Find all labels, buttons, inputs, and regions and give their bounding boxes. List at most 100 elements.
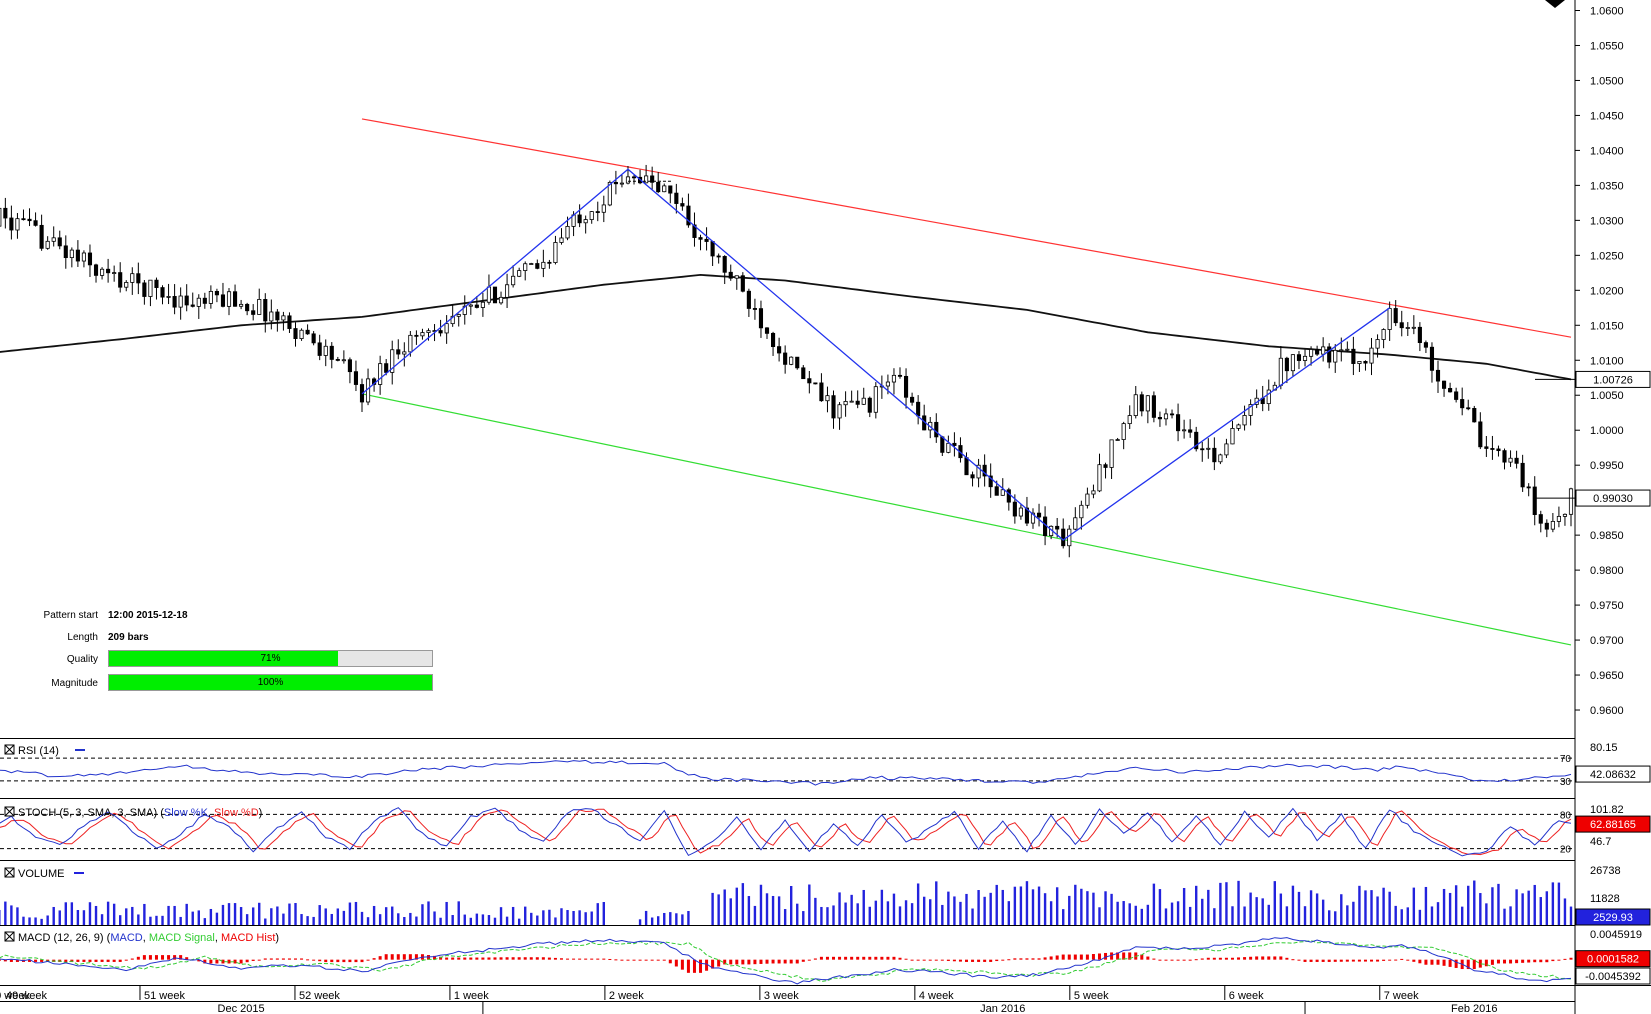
candle-body bbox=[148, 279, 153, 297]
volume-bar bbox=[808, 884, 811, 925]
macd-hist-bar bbox=[686, 959, 690, 973]
volume-bar bbox=[1352, 901, 1355, 925]
month-label: Dec 2015 bbox=[218, 1003, 265, 1014]
candle-body bbox=[837, 404, 842, 419]
macd-hist-bar bbox=[723, 959, 727, 965]
macd-hist-bar bbox=[1230, 957, 1234, 960]
candle-body bbox=[1550, 520, 1555, 530]
volume-bar bbox=[10, 905, 13, 925]
candle-body bbox=[136, 273, 141, 284]
volume-bar bbox=[1043, 893, 1047, 925]
macd-hist-bar bbox=[1551, 959, 1555, 962]
volume-bar bbox=[1303, 906, 1307, 925]
volume-bar bbox=[324, 908, 327, 925]
volume-bar bbox=[1267, 904, 1270, 925]
volume-bar bbox=[451, 915, 454, 925]
candle-body bbox=[347, 359, 352, 373]
macd-value-box bbox=[1575, 950, 1651, 968]
candle-body bbox=[831, 395, 836, 419]
candle-body bbox=[867, 397, 872, 413]
volume-bar bbox=[28, 917, 31, 925]
volume-bar bbox=[771, 895, 775, 925]
volume-bar bbox=[1442, 888, 1446, 925]
macd-hist-bar bbox=[1122, 952, 1126, 960]
macd-hist-bar bbox=[886, 956, 890, 960]
macd-hist-bar bbox=[771, 959, 775, 964]
volume-bar bbox=[125, 908, 128, 925]
volume-bar bbox=[1388, 891, 1391, 925]
volume-bar bbox=[1031, 889, 1035, 925]
macd-hist-bar bbox=[529, 957, 533, 960]
macd-line bbox=[0, 937, 1572, 985]
volume-bar bbox=[185, 903, 188, 925]
macd-hist-bar bbox=[215, 959, 219, 964]
candle-body bbox=[1544, 522, 1549, 530]
volume-bar bbox=[814, 897, 817, 925]
macd-hist-bar bbox=[88, 959, 92, 962]
macd-hist-bar bbox=[451, 957, 455, 960]
volume-bar bbox=[76, 910, 80, 925]
volume-bar bbox=[1146, 904, 1150, 925]
volume-bar bbox=[989, 892, 992, 925]
volume-bar bbox=[862, 889, 865, 925]
macd-hist-bar bbox=[28, 959, 32, 962]
candle-body bbox=[523, 263, 528, 271]
candle-body bbox=[1472, 408, 1477, 423]
macd-hist-bar bbox=[342, 959, 346, 963]
volume-bar bbox=[1231, 906, 1234, 925]
volume-bar bbox=[542, 910, 545, 925]
candle-body bbox=[341, 359, 346, 362]
macd-hist-bar bbox=[753, 959, 757, 965]
macd-hist-bar bbox=[602, 958, 606, 960]
support-line bbox=[361, 393, 1572, 646]
candle-body bbox=[1357, 361, 1362, 364]
volume-bar bbox=[191, 911, 194, 925]
week-label: 50 week bbox=[0, 990, 30, 1002]
macd-hist-bar bbox=[505, 957, 509, 960]
candle-body bbox=[408, 334, 413, 353]
candle-body bbox=[202, 297, 207, 304]
volume-bar bbox=[681, 914, 684, 925]
volume-bar bbox=[1128, 903, 1131, 925]
macd-axis-top: 0.0045919 bbox=[1590, 929, 1642, 941]
volume-bar bbox=[1249, 892, 1252, 925]
macd-hist-bar bbox=[348, 959, 352, 963]
macd-hist-bar bbox=[306, 959, 310, 961]
macd-hist-bar bbox=[1490, 959, 1494, 965]
candle-body bbox=[1218, 454, 1223, 463]
macd-hist-bar bbox=[590, 958, 594, 960]
volume-bar bbox=[650, 917, 654, 925]
macd-hist-bar bbox=[1466, 959, 1470, 970]
macd-hist-bar bbox=[1055, 955, 1059, 960]
candle-body bbox=[378, 363, 383, 385]
volume-bar bbox=[572, 911, 575, 925]
price-tick-label: 0.9850 bbox=[1590, 530, 1624, 542]
macd-hist-bar bbox=[922, 959, 926, 961]
macd-hist-bar bbox=[294, 958, 298, 960]
price-tick-label: 1.0300 bbox=[1590, 215, 1624, 227]
volume-bar bbox=[1412, 887, 1416, 925]
macd-hist-bar bbox=[1496, 959, 1500, 964]
macd-hist-bar bbox=[185, 957, 189, 960]
volume-bar bbox=[493, 917, 497, 925]
macd-hist-bar bbox=[1073, 954, 1077, 960]
macd-hist-bar bbox=[578, 958, 582, 960]
candle-body bbox=[529, 263, 534, 265]
candle-body bbox=[21, 218, 26, 221]
macd-hist-bar bbox=[148, 955, 152, 960]
candle-body bbox=[668, 185, 673, 194]
volume-bar bbox=[1533, 884, 1536, 925]
macd-hist-bar bbox=[547, 957, 551, 960]
volume-bar bbox=[868, 906, 871, 925]
volume-bar bbox=[1261, 898, 1264, 925]
macd-hist-bar bbox=[1370, 959, 1374, 962]
candle-body bbox=[511, 275, 516, 286]
price-tick-label: 1.0200 bbox=[1590, 285, 1624, 297]
macd-hist-bar bbox=[1224, 957, 1228, 960]
macd-hist-bar bbox=[167, 955, 171, 960]
macd-hist-bar bbox=[541, 957, 545, 960]
volume-bar bbox=[0, 909, 1, 925]
macd-hist-bar bbox=[1327, 959, 1331, 962]
pattern-start-label: Pattern start bbox=[43, 610, 98, 621]
length-label: Length bbox=[67, 632, 98, 643]
